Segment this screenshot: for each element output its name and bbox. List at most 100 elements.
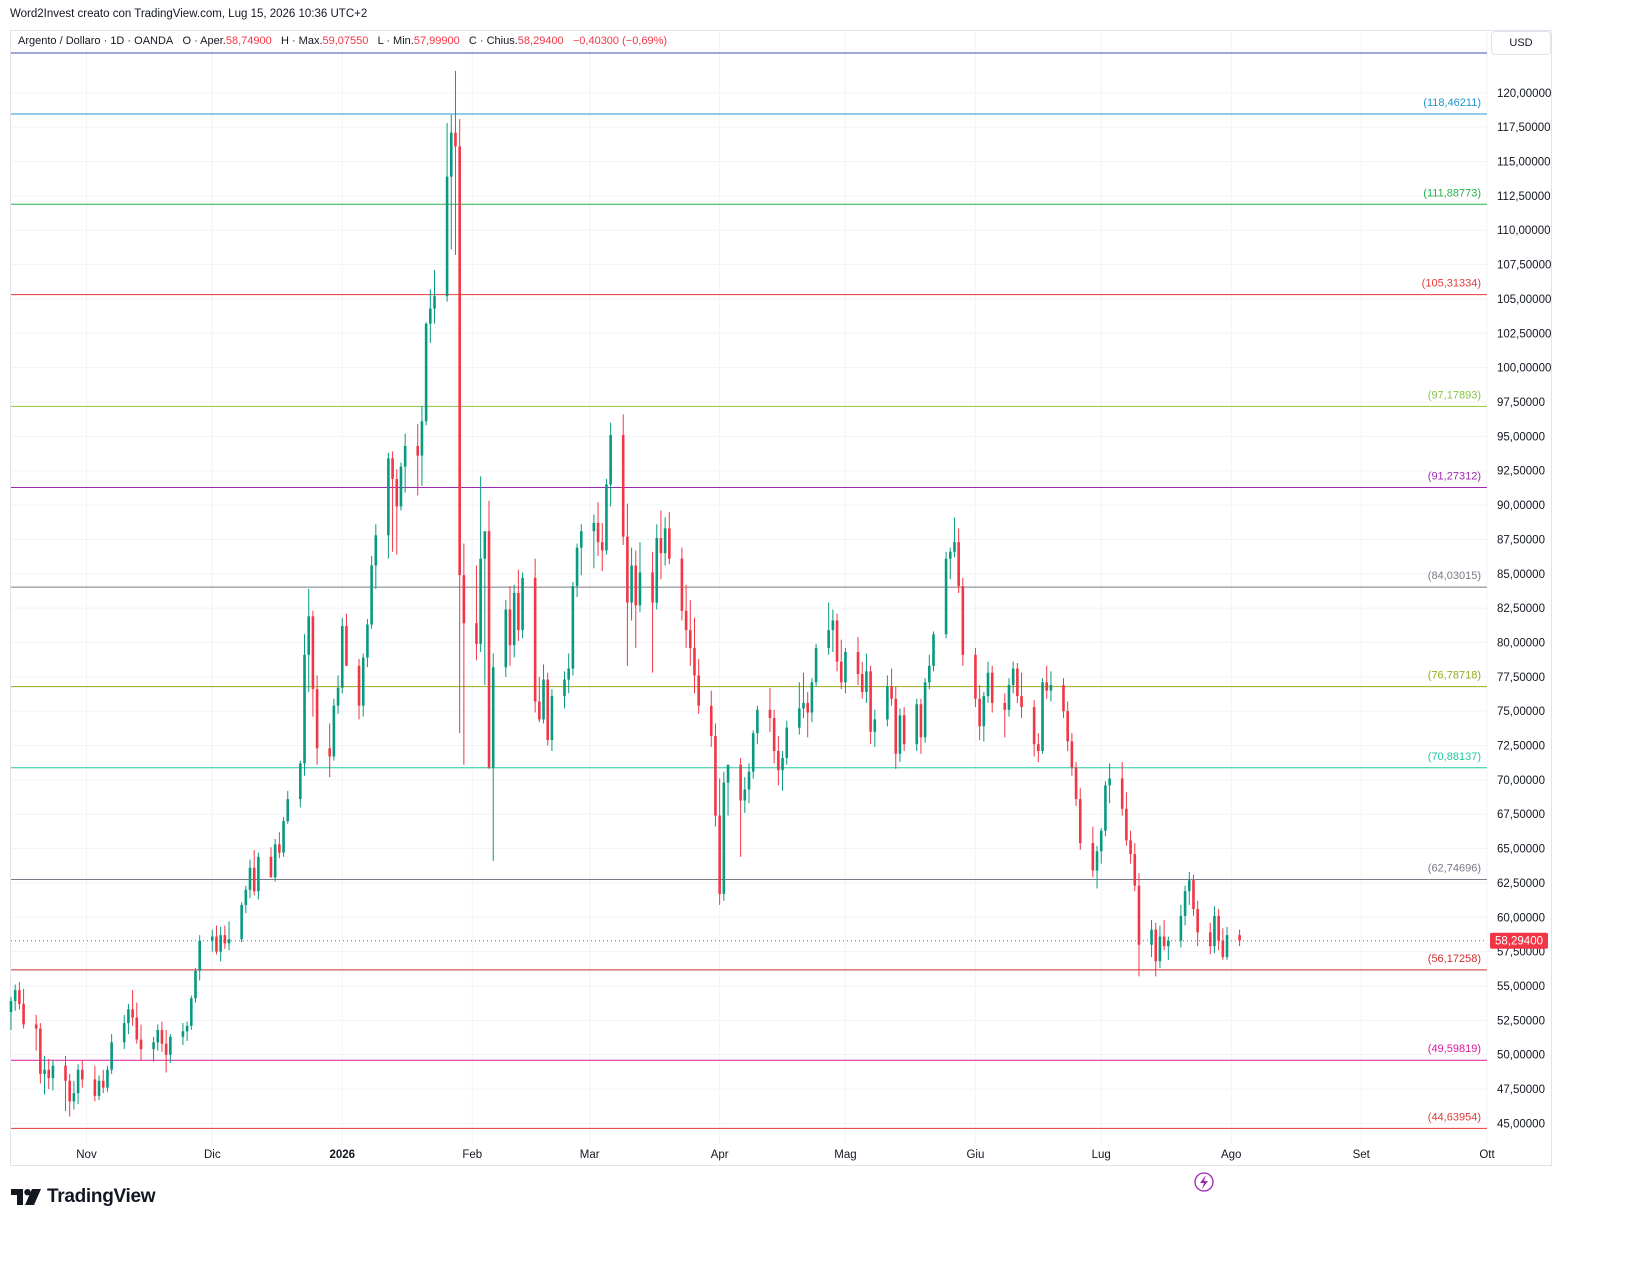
price-tick-label: 112,50000 — [1497, 191, 1551, 203]
price-tick-label: 95,00000 — [1497, 431, 1545, 443]
candle-body — [986, 672, 990, 697]
price-tick-label: 82,50000 — [1497, 603, 1545, 615]
candle-body — [491, 667, 495, 768]
candle-body — [76, 1069, 80, 1094]
candle — [72, 1080, 76, 1110]
candle-body — [487, 531, 491, 768]
candle-body — [915, 704, 919, 745]
candle — [592, 514, 596, 569]
candle — [517, 569, 520, 642]
candle-body — [668, 528, 671, 559]
candle-body — [1078, 799, 1082, 844]
candle-body — [307, 616, 311, 655]
chart-frame[interactable] — [10, 30, 1552, 1166]
candle-body — [898, 715, 902, 754]
candle — [491, 653, 495, 861]
candle-body — [391, 458, 394, 479]
time-tick-label: Ago — [1221, 1149, 1241, 1161]
candle-body — [51, 1065, 55, 1079]
price-tick-label: 87,50000 — [1497, 534, 1545, 546]
candle — [688, 599, 692, 666]
price-tick-label: 105,00000 — [1497, 294, 1551, 306]
candle — [814, 643, 818, 687]
candle — [802, 672, 805, 719]
candle — [1032, 700, 1036, 757]
candle-body — [718, 815, 721, 894]
candle-body — [1099, 830, 1103, 852]
candle-body — [567, 668, 570, 680]
candle — [1133, 843, 1137, 892]
candle-body — [571, 586, 575, 669]
price-tick-label: 117,50000 — [1497, 122, 1551, 134]
candle — [1049, 671, 1053, 702]
candle — [479, 476, 482, 653]
price-tick-label: 107,50000 — [1497, 260, 1551, 272]
candle-body — [542, 679, 545, 720]
level-label: (76,78718) — [1428, 670, 1481, 682]
price-tick-label: 120,00000 — [1497, 88, 1551, 100]
candle-body — [928, 665, 931, 683]
candle — [252, 849, 256, 896]
candle — [923, 678, 927, 743]
candle-body — [190, 998, 193, 1026]
tradingview-logo[interactable]: TradingView — [11, 1186, 156, 1208]
candle — [39, 1023, 42, 1084]
candle-body — [785, 727, 789, 758]
time-tick-label: Giu — [966, 1149, 984, 1161]
candle-body — [655, 538, 659, 603]
candle — [948, 547, 952, 580]
price-tick-label: 77,50000 — [1497, 672, 1545, 684]
candle — [684, 584, 688, 648]
time-tick-label: Set — [1353, 1149, 1371, 1161]
candle — [961, 577, 965, 666]
candle-body — [1129, 840, 1132, 855]
lightning-icon[interactable] — [1194, 1172, 1214, 1192]
candle-body — [550, 696, 554, 741]
candle-body — [345, 625, 348, 666]
candle-body — [39, 1028, 42, 1074]
candle — [311, 610, 315, 717]
last-price: 58,29400 — [11, 932, 1548, 949]
candle-body — [781, 757, 784, 771]
candle-body — [680, 558, 684, 611]
price-tick-label: 102,50000 — [1497, 328, 1551, 340]
candle-body — [1074, 767, 1078, 800]
candle — [634, 550, 638, 648]
price-tick-label: 62,50000 — [1497, 878, 1545, 890]
candle — [655, 524, 659, 610]
candle-body — [932, 634, 935, 666]
candle-body — [772, 718, 776, 752]
candle-body — [223, 935, 227, 944]
candle-body — [1007, 685, 1011, 710]
candle-body — [663, 528, 667, 554]
candle — [420, 406, 424, 486]
candle-body — [22, 1003, 25, 1025]
price-tick-label: 55,00000 — [1497, 981, 1545, 993]
candle-body — [990, 672, 994, 703]
candle-body — [1133, 854, 1137, 886]
candle-body — [1016, 668, 1019, 697]
candle — [68, 1073, 72, 1117]
candle — [932, 631, 935, 672]
candle-body — [798, 708, 801, 728]
currency-button[interactable]: USD — [1491, 31, 1551, 55]
candle-body — [1120, 778, 1124, 809]
candle — [1062, 678, 1065, 719]
candle — [139, 1024, 143, 1061]
candle-body — [101, 1080, 105, 1088]
candle — [194, 968, 197, 1003]
candle-body — [181, 1031, 185, 1037]
candle-body — [1045, 682, 1049, 691]
candle — [185, 1021, 189, 1041]
candle — [257, 852, 260, 900]
candle — [269, 847, 273, 878]
candle — [693, 617, 696, 694]
candle-body — [835, 620, 839, 662]
candle — [1045, 665, 1049, 699]
candle-body — [697, 675, 700, 706]
candle — [1125, 792, 1128, 846]
candle — [315, 675, 319, 765]
candle-body — [1154, 929, 1158, 962]
candle-body — [521, 577, 524, 631]
